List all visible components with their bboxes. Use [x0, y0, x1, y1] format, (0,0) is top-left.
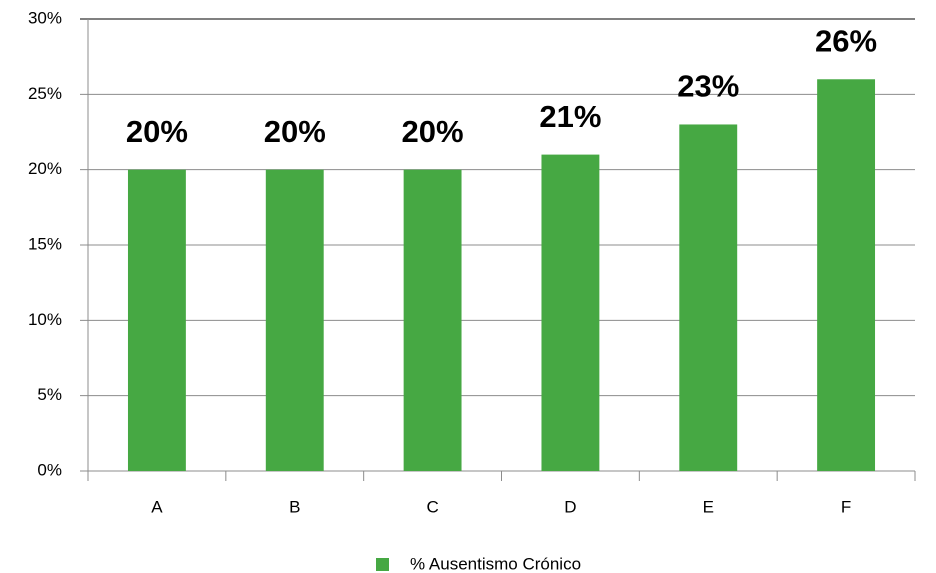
x-tick-label: E	[703, 497, 714, 516]
data-label: 23%	[677, 69, 739, 104]
data-label: 20%	[402, 114, 464, 149]
y-tick-label: 30%	[28, 8, 62, 27]
data-label: 26%	[815, 23, 877, 58]
x-tick-label: F	[841, 497, 851, 516]
y-tick-label: 0%	[37, 460, 62, 479]
bar	[679, 124, 738, 471]
data-label: 20%	[264, 114, 326, 149]
data-label: 20%	[126, 114, 188, 149]
x-tick-label: A	[151, 497, 163, 516]
x-tick-label: B	[289, 497, 300, 516]
bar	[403, 169, 462, 471]
legend-label: % Ausentismo Crónico	[410, 554, 581, 573]
y-tick-label: 5%	[37, 385, 62, 404]
bar	[541, 154, 600, 471]
bar	[817, 79, 876, 472]
y-tick-label: 10%	[28, 310, 62, 329]
legend-swatch	[376, 558, 389, 571]
y-tick-label: 20%	[28, 159, 62, 178]
y-tick-label: 15%	[28, 234, 62, 253]
data-label: 21%	[539, 99, 601, 134]
x-tick-label: C	[426, 497, 438, 516]
bar	[127, 169, 186, 471]
bar	[265, 169, 324, 471]
x-tick-label: D	[564, 497, 576, 516]
y-tick-label: 25%	[28, 84, 62, 103]
